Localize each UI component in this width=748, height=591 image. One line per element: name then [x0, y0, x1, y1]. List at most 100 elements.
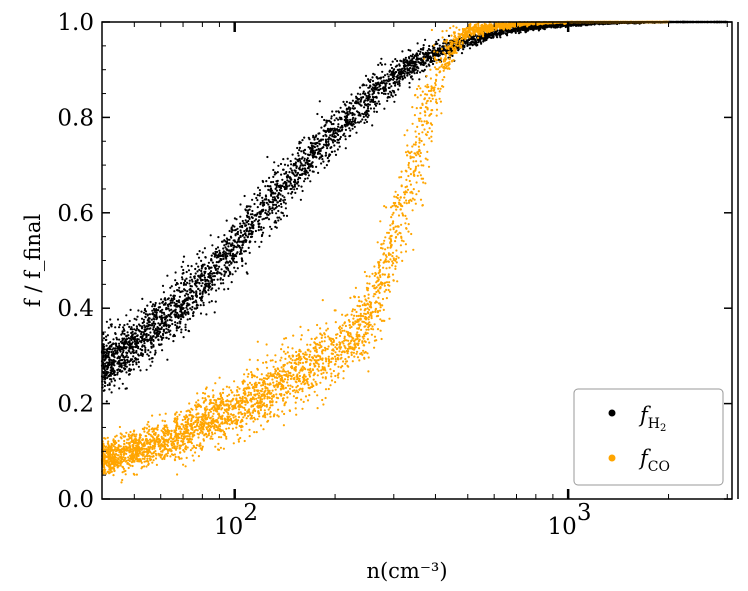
data-point — [379, 61, 382, 65]
data-point — [279, 218, 282, 221]
data-point — [262, 226, 265, 229]
data-point — [307, 329, 310, 332]
data-point — [244, 240, 247, 243]
data-point — [384, 92, 387, 95]
data-point — [345, 108, 348, 111]
data-point — [175, 281, 178, 285]
data-point — [316, 152, 319, 155]
data-point — [330, 117, 333, 120]
data-point — [357, 97, 361, 101]
data-point — [435, 40, 438, 44]
data-point — [334, 153, 338, 156]
data-point — [196, 392, 199, 395]
data-point — [298, 149, 301, 152]
data-point — [275, 180, 278, 183]
data-point — [361, 96, 364, 99]
data-point — [140, 326, 143, 329]
data-point — [163, 313, 166, 316]
data-point — [234, 270, 237, 273]
data-point — [160, 343, 163, 346]
data-point — [309, 147, 312, 150]
data-point — [170, 316, 173, 319]
data-point — [281, 184, 284, 187]
data-point — [176, 289, 179, 292]
data-point — [107, 353, 110, 357]
data-point — [216, 267, 220, 270]
data-point — [153, 305, 156, 308]
data-point — [218, 265, 221, 268]
data-point — [359, 99, 362, 103]
data-point — [423, 120, 426, 123]
data-point — [239, 225, 242, 228]
data-point — [390, 91, 393, 94]
data-point — [517, 31, 521, 35]
data-point — [468, 47, 472, 50]
data-point — [194, 272, 197, 275]
data-point — [200, 284, 203, 287]
data-point — [326, 156, 329, 160]
data-point — [241, 234, 244, 237]
data-point — [356, 92, 359, 95]
data-point — [289, 178, 292, 181]
data-point — [395, 70, 398, 74]
data-point — [139, 324, 142, 327]
data-point — [555, 25, 558, 28]
data-point — [183, 310, 186, 313]
data-point — [238, 246, 241, 249]
data-point — [181, 290, 184, 293]
data-point — [106, 376, 109, 379]
data-point — [357, 111, 360, 114]
data-point — [279, 187, 283, 190]
data-point — [401, 70, 404, 73]
data-point — [309, 150, 313, 153]
data-point — [232, 244, 236, 247]
data-point — [223, 270, 226, 273]
data-point — [227, 269, 230, 272]
data-point — [396, 64, 399, 67]
data-point — [144, 326, 147, 329]
data-point — [264, 194, 267, 197]
data-point — [112, 342, 115, 345]
data-point — [304, 167, 307, 171]
data-point — [303, 157, 306, 160]
data-point — [233, 266, 236, 269]
data-point — [178, 320, 181, 323]
data-point — [179, 290, 182, 294]
data-point — [313, 138, 316, 141]
data-point — [238, 252, 241, 256]
data-point — [187, 329, 190, 332]
data-point — [344, 121, 348, 124]
data-point — [272, 192, 275, 195]
data-point — [327, 138, 330, 141]
data-point — [298, 159, 301, 162]
data-point — [114, 332, 117, 335]
data-point — [160, 326, 163, 329]
data-point — [195, 401, 198, 404]
data-point — [200, 272, 203, 275]
data-point — [290, 192, 293, 195]
data-point — [288, 184, 291, 187]
data-point — [299, 177, 302, 180]
data-point — [381, 70, 384, 73]
data-point — [275, 189, 278, 192]
data-point — [299, 161, 302, 164]
data-point — [297, 184, 300, 187]
data-point — [206, 264, 209, 268]
data-point — [187, 297, 190, 300]
data-point — [230, 228, 234, 231]
data-point — [325, 121, 328, 124]
data-point — [373, 107, 376, 110]
data-point — [390, 85, 393, 88]
data-point — [195, 290, 198, 293]
data-point — [200, 269, 203, 273]
data-point — [369, 107, 372, 110]
data-point — [113, 369, 116, 373]
data-point — [362, 115, 365, 118]
data-point — [165, 308, 168, 311]
data-point — [195, 262, 198, 265]
data-point — [340, 129, 343, 132]
data-point — [233, 261, 236, 264]
data-point — [302, 400, 305, 403]
data-point — [473, 35, 476, 38]
data-point — [180, 306, 183, 309]
